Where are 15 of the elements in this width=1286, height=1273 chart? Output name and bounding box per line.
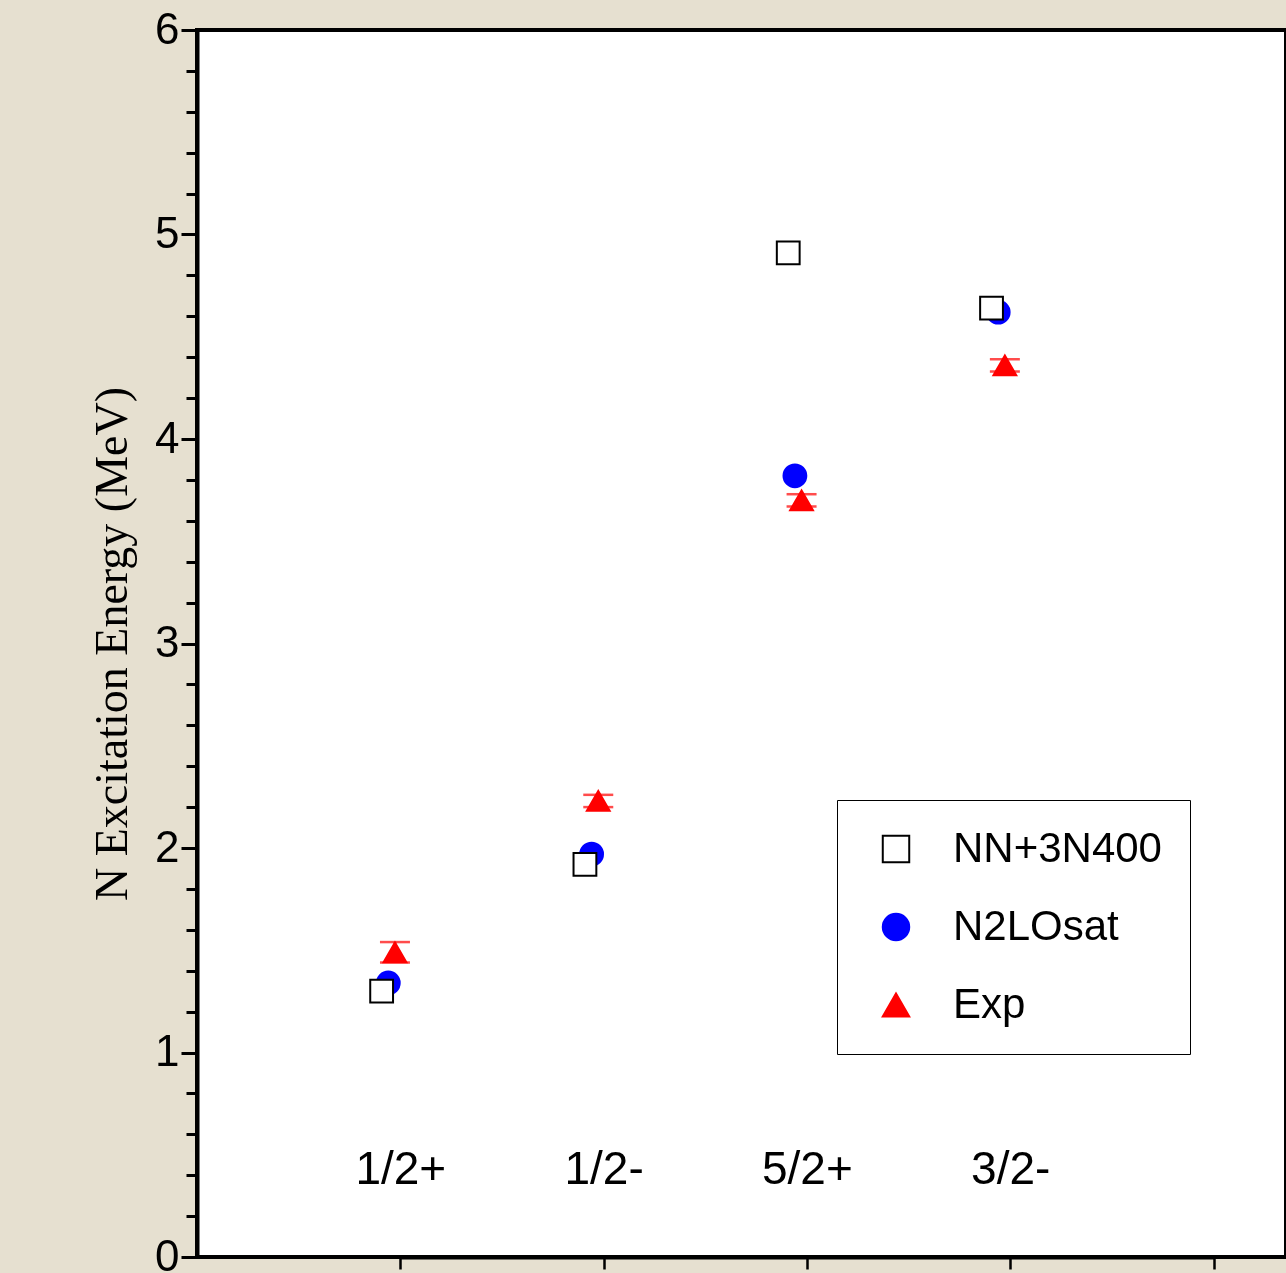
x-tick-label: 1/2+: [355, 1141, 447, 1194]
y-tick-label: 3: [155, 617, 180, 666]
y-tick-label: 2: [155, 821, 180, 871]
legend-label: N2LOsat: [953, 902, 1120, 949]
x-tick-label: 1/2-: [564, 1141, 644, 1194]
y-tick-label: 6: [155, 3, 180, 53]
legend-label: NN+3N400: [953, 824, 1162, 871]
legend-label: Exp: [953, 980, 1026, 1027]
y-tick-label: 4: [155, 412, 180, 462]
y-axis-title: N Excitation Energy (MeV): [86, 387, 138, 901]
y-tick-label: 0: [155, 1230, 180, 1273]
x-tick-label: 3/2-: [971, 1141, 1051, 1194]
y-tick-label: 1: [155, 1026, 180, 1075]
x-tick-label: 5/2+: [761, 1141, 853, 1194]
y-tick-label: 5: [155, 208, 180, 257]
